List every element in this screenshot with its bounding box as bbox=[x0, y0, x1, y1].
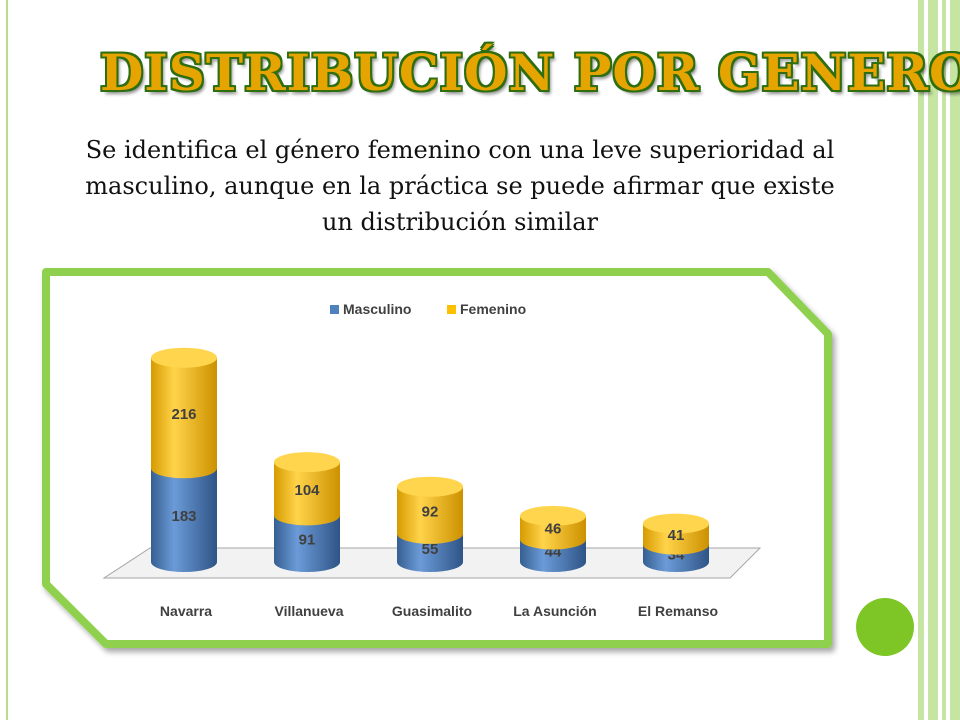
legend-masculino-label: Masculino bbox=[343, 301, 411, 317]
value-label-masculino-navarra: 183 bbox=[171, 508, 196, 525]
legend-femenino-label: Femenino bbox=[460, 301, 526, 317]
legend-femenino-swatch bbox=[447, 305, 456, 314]
left-decorative-rule bbox=[6, 0, 8, 720]
bar-femenino-navarra bbox=[151, 357, 217, 479]
value-label-femenino-navarra: 216 bbox=[171, 406, 196, 423]
bar-top-femenino-villanueva bbox=[274, 452, 340, 473]
value-label-femenino-la-asuncion: 46 bbox=[545, 521, 562, 538]
bar-masculino-villanueva bbox=[274, 515, 340, 572]
right-decorative-stripes bbox=[918, 0, 960, 720]
value-label-femenino-el-remanso: 41 bbox=[668, 527, 685, 544]
slide-title: DISTRIBUCIÓN POR GENERO bbox=[100, 43, 960, 102]
slide-subtitle: Se identifica el género femenino con una… bbox=[85, 136, 835, 236]
category-label-navarra: Navarra bbox=[160, 603, 212, 619]
bar-top-femenino-la-asuncion bbox=[520, 505, 586, 526]
green-circle-decoration bbox=[856, 598, 914, 656]
bar-masculino-navarra bbox=[151, 468, 217, 572]
bar-top-femenino-el-remanso bbox=[643, 513, 709, 534]
chart: Masculino Femenino 183216911045592444634… bbox=[42, 268, 832, 648]
bar-top-femenino-navarra bbox=[151, 347, 217, 368]
legend-masculino-swatch bbox=[330, 305, 339, 314]
bar-top-femenino-guasimalito bbox=[397, 476, 463, 497]
category-label-guasimalito: Guasimalito bbox=[392, 603, 472, 619]
category-label-villanueva: Villanueva bbox=[274, 603, 343, 619]
value-label-masculino-guasimalito: 55 bbox=[422, 541, 439, 558]
value-label-femenino-guasimalito: 92 bbox=[422, 503, 439, 520]
bar-femenino-guasimalito bbox=[397, 486, 463, 544]
chart-legend: Masculino Femenino bbox=[330, 301, 526, 317]
bar-masculino-guasimalito bbox=[397, 533, 463, 572]
bar-femenino-villanueva bbox=[274, 462, 340, 526]
value-label-masculino-villanueva: 91 bbox=[299, 532, 316, 549]
category-label-la-asuncion: La Asunción bbox=[513, 603, 597, 619]
chart-category-labels: Navarra Villanueva Guasimalito La Asunción E… bbox=[160, 603, 718, 619]
category-label-el-remanso: El Remanso bbox=[638, 603, 718, 619]
value-label-femenino-villanueva: 104 bbox=[294, 482, 320, 499]
